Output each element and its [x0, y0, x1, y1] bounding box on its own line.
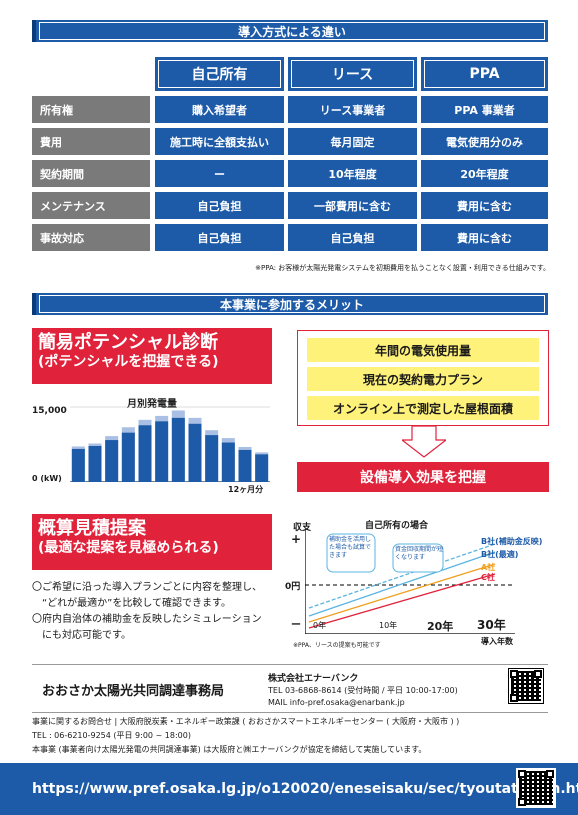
estimate-subtitle: (最適な提案を見極められる): [38, 539, 219, 556]
merit-header-text: 本事業に参加するメリット: [219, 297, 364, 312]
series-label-c: C社: [481, 573, 495, 582]
column-head-own: 自己所有: [155, 57, 284, 91]
series-label-a: A社: [481, 563, 496, 572]
qr-code-footer: [516, 768, 556, 808]
estimate-line: 〇府内自治体の補助金を反映したシミュレーション: [32, 614, 262, 625]
graph-bubble-subsidy: 補助金を活用した場合も試算できます: [329, 536, 372, 559]
potential-subtitle: (ポテンシャルを把握できる): [38, 353, 219, 370]
graph-x-label: 導入年数: [481, 637, 513, 646]
bar-primary: [255, 454, 269, 482]
estimate-line: “どれが最適か”を比較して確認できます。: [42, 598, 232, 609]
table-cell: 20年程度: [421, 160, 548, 187]
organization-name: おおさか太陽光共同調達事務局: [42, 684, 225, 699]
chart-y-bottom: 0 (kW): [32, 474, 62, 483]
row-label: 所有権: [32, 96, 150, 123]
bar-primary: [155, 421, 169, 482]
graph-zero: 0円: [285, 582, 301, 592]
graph-x-tick: 10年: [379, 621, 398, 630]
potential-heading: 簡易ポテンシャル診断 (ポテンシャルを把握できる): [32, 328, 272, 384]
row-label: 契約期間: [32, 160, 150, 187]
input-contract-plan: 現在の契約電力プラン: [307, 367, 539, 391]
chart-title: 月別発電量: [127, 399, 177, 410]
ppa-note: ※PPA: お客様が太陽光発電システムを初期費用を払うことなく設置・利用できる仕…: [255, 264, 550, 272]
chart-x-label: 12ヶ月分: [228, 485, 264, 494]
bar-primary: [171, 417, 185, 482]
bar-primary: [205, 435, 219, 482]
column-head-ppa: PPA: [421, 57, 548, 91]
footer-bar: https://www.pref.osaka.lg.jp/o120020/ene…: [0, 763, 578, 815]
table-cell: 自己負担: [155, 192, 284, 219]
graph-x-tick: 30年: [477, 618, 506, 632]
result-banner: 設備導入効果を把握: [297, 462, 549, 492]
graph-title: 自己所有の場合: [365, 521, 429, 531]
down-arrow-icon: [402, 426, 446, 458]
table-cell: 10年程度: [288, 160, 417, 187]
input-electricity-usage: 年間の電気使用量: [307, 338, 539, 362]
table-cell: 費用に含む: [421, 192, 548, 219]
input-roof-area: オンライン上で測定した屋根面積: [307, 396, 539, 420]
table-cell: 一部費用に含む: [288, 192, 417, 219]
graph-note: ※PPA、リースの提案も可能です: [293, 642, 381, 649]
table-cell: 自己負担: [288, 224, 417, 251]
company-mail: MAIL info-pref.osaka@enarbank.jp: [268, 698, 405, 707]
table-cell: リース事業者: [288, 96, 417, 123]
bar-primary: [71, 448, 85, 482]
estimate-title: 概算見積提案: [38, 518, 146, 539]
bar-primary: [121, 432, 135, 482]
payback-graph: 収支 自己所有の場合 + ー 0円 補助金を活用した場合も試算できます 資金回収…: [285, 516, 555, 656]
row-label: 費用: [32, 128, 150, 155]
graph-plus: +: [291, 532, 302, 546]
divider: [32, 664, 548, 665]
bar-primary: [188, 423, 202, 482]
row-label: 事故対応: [32, 224, 150, 251]
qr-code-contact: [508, 668, 544, 704]
bar-primary: [88, 445, 102, 482]
graph-bubble-payback: 資金回収期間が短くなります: [395, 546, 444, 561]
bar-primary: [221, 442, 235, 482]
disclaimer: 本事業 (事業者向け太陽光発電の共同調達事業) は大阪府と㈱エナーバンクが協定を…: [32, 745, 427, 754]
chart-y-top: 15,000: [32, 406, 67, 416]
bar-primary: [138, 425, 152, 482]
estimate-description: 〇ご希望に沿った導入プランごとに内容を整理し、 “どれが最適か”を比較して確認で…: [32, 580, 282, 644]
table-cell: PPA 事業者: [421, 96, 548, 123]
series-label-b-subsidy: B社(補助金反映): [481, 537, 543, 546]
company-name: 株式会社エナーバンク: [268, 674, 359, 684]
estimate-line: 〇ご希望に沿った導入プランごとに内容を整理し、: [32, 582, 262, 593]
graph-x-tick: 20年: [427, 620, 454, 633]
table-cell: 施工時に全額支払い: [155, 128, 284, 155]
row-label: メンテナンス: [32, 192, 150, 219]
merit-header: 本事業に参加するメリット: [32, 293, 548, 315]
table-cell: 費用に含む: [421, 224, 548, 251]
graph-x-tick: 0年: [313, 621, 327, 630]
comparison-header: 導入方式による違い: [32, 20, 548, 42]
footer-url-link[interactable]: https://www.pref.osaka.lg.jp/o120020/ene…: [32, 781, 578, 797]
table-cell: ー: [155, 160, 284, 187]
inquiry-tel: TEL : 06-6210-9254 (平日 9:00 ~ 18:00): [32, 731, 191, 740]
table-cell: 購入希望者: [155, 96, 284, 123]
bar-primary: [105, 440, 119, 482]
comparison-header-text: 導入方式による違い: [238, 24, 346, 39]
bar-chart-svg: [70, 406, 270, 482]
table-cell: 電気使用分のみ: [421, 128, 548, 155]
inquiry-text: 事業に関するお問合せ | 大阪府脱炭素・エネルギー政策課 ( おおさかスマートエ…: [32, 717, 460, 726]
potential-title: 簡易ポテンシャル診断: [38, 332, 218, 353]
company-tel: TEL 03-6868-8614 (受付時間 / 平日 10:00-17:00): [268, 686, 458, 695]
divider: [32, 712, 548, 713]
estimate-line: にも対応可能です。: [42, 630, 131, 641]
graph-svg: [305, 530, 515, 634]
monthly-generation-chart: 月別発電量 15,000 0 (kW) 12ヶ月分: [32, 392, 282, 502]
bar-primary: [238, 449, 252, 482]
column-head-lease: リース: [288, 57, 417, 91]
table-cell: 自己負担: [155, 224, 284, 251]
estimate-heading: 概算見積提案 (最適な提案を見極められる): [32, 514, 272, 570]
graph-minus: ー: [291, 620, 301, 631]
table-cell: 毎月固定: [288, 128, 417, 155]
series-label-b-optimal: B社(最適): [481, 550, 519, 559]
graph-y-label: 収支: [293, 523, 312, 533]
